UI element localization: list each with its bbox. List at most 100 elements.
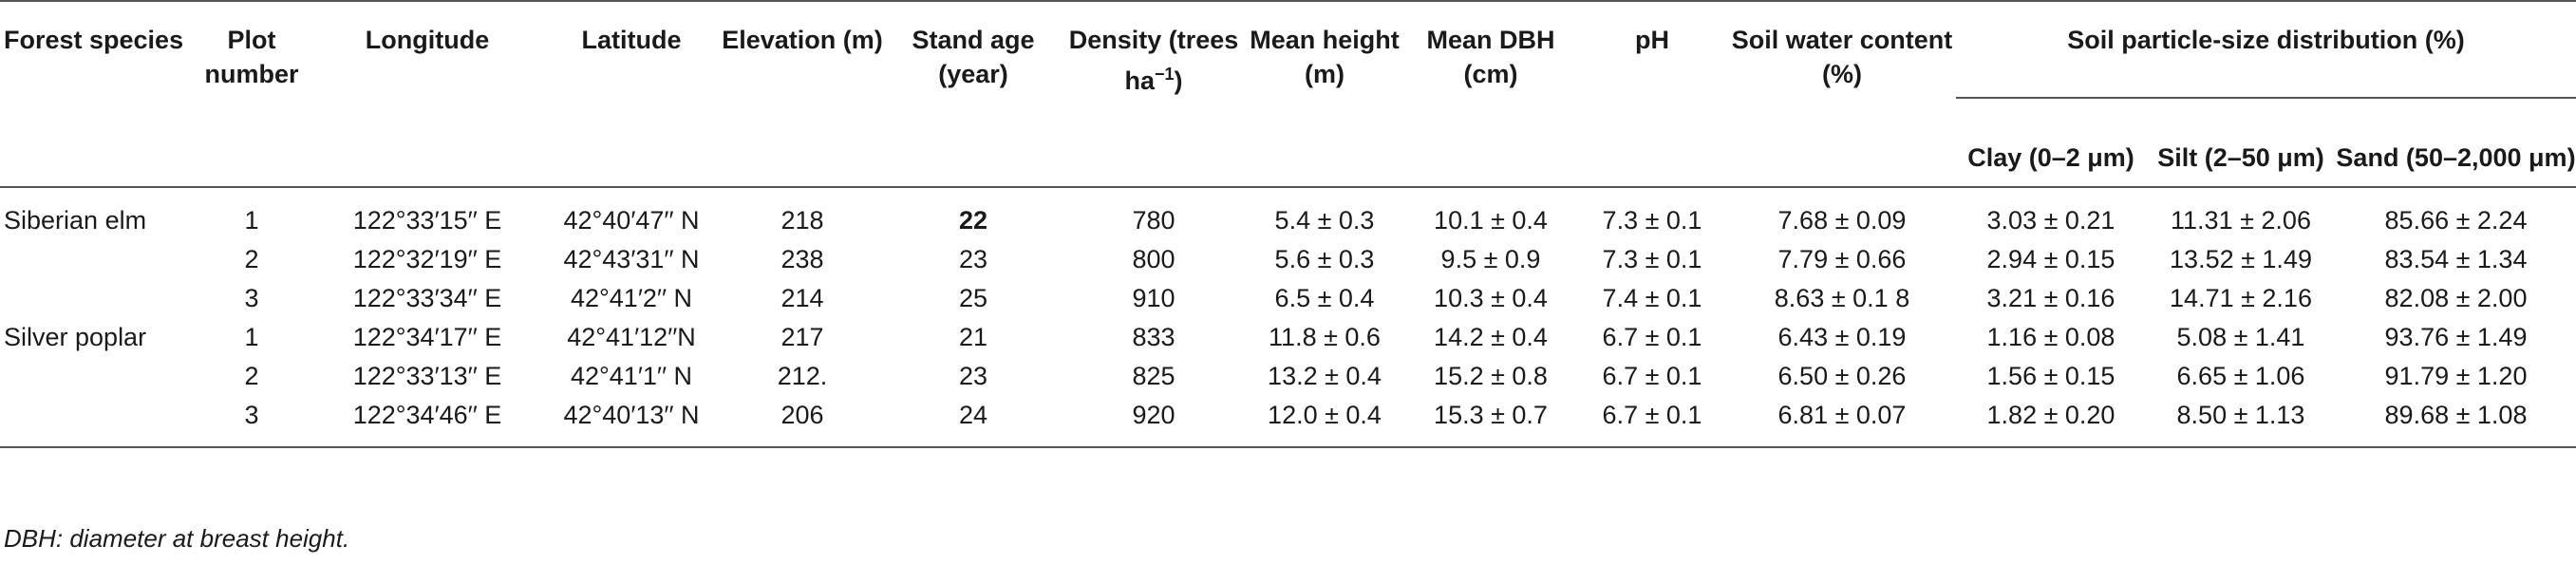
header-forest-species: Forest species (4, 26, 184, 54)
cell-ph: 7.3 ± 0.1 (1602, 245, 1702, 273)
cell-density: 800 (1132, 245, 1175, 273)
cell-density: 920 (1063, 396, 1244, 448)
cell-elevation: 217 (780, 323, 824, 351)
cell-stand-age: 21 (958, 323, 988, 351)
cell-density: 825 (1132, 362, 1175, 390)
cell-elevation: 212. (777, 362, 828, 390)
header-silt: Silt (2–50 μm) (2146, 97, 2336, 186)
cell-mean-dbh: 14.2 ± 0.4 (1434, 323, 1548, 351)
cell-soil-water: 6.81 ± 0.07 (1728, 396, 1956, 448)
cell-ph: 6.7 ± 0.1 (1602, 362, 1702, 390)
cell-latitude: 42°40′47′′ N (563, 206, 700, 235)
cell-stand-age: 25 (958, 284, 988, 312)
header-soil-particle: Soil particle-size distribution (%) (2067, 26, 2465, 54)
cell-stand-age: 22 (958, 206, 988, 235)
cell-plot: 2 (244, 362, 259, 390)
cell-clay: 2.94 ± 0.15 (1986, 245, 2115, 273)
cell-elevation: 238 (780, 245, 824, 273)
forest-plot-table: Forest species Plot number Longitude Lat… (0, 1, 2576, 448)
cell-sand: 91.79 ± 1.20 (2384, 362, 2528, 390)
header-longitude: Longitude (365, 26, 490, 54)
cell-stand-age: 24 (883, 396, 1063, 448)
cell-mean-height: 6.5 ± 0.4 (1274, 284, 1375, 312)
cell-silt: 8.50 ± 1.13 (2146, 396, 2336, 448)
cell-ph: 7.3 ± 0.1 (1602, 206, 1702, 235)
cell-density: 833 (1132, 323, 1175, 351)
header-density: Density (trees ha−1) (1063, 1, 1244, 186)
cell-plot: 2 (244, 245, 259, 273)
cell-species: Siberian elm (4, 206, 147, 235)
cell-elevation: 218 (780, 206, 824, 235)
table-row: 2 122°33′13′′ E 42°41′1′′ N 212. 23 825 13.2 ±… (0, 357, 2576, 396)
header-latitude: Latitude (581, 26, 682, 54)
cell-species (0, 396, 190, 448)
cell-clay: 1.82 ± 0.20 (1956, 396, 2146, 448)
cell-silt: 5.08 ± 1.41 (2176, 323, 2305, 351)
header-sand: Sand (50–2,000 μm) (2336, 97, 2576, 186)
cell-plot: 1 (244, 323, 259, 351)
table-row: Silver poplar 1 122°34′17′′ E 42°41′12′′N 21… (0, 318, 2576, 357)
cell-ph: 7.4 ± 0.1 (1602, 284, 1702, 312)
header-clay: Clay (0–2 μm) (1956, 97, 2146, 186)
cell-ph: 6.7 ± 0.1 (1576, 396, 1728, 448)
header-plot-number: Plot number (204, 26, 299, 88)
cell-sand: 85.66 ± 2.24 (2384, 206, 2528, 235)
cell-silt: 6.65 ± 1.06 (2176, 362, 2305, 390)
header-density-sup: −1 (1154, 65, 1175, 84)
cell-latitude: 42°41′12′′N (567, 323, 696, 351)
table-row: 3 122°33′34′′ E 42°41′2′′ N 214 25 910 6.5 ± 0… (0, 279, 2576, 318)
cell-plot: 3 (190, 396, 313, 448)
cell-soil-water: 7.79 ± 0.66 (1777, 245, 1907, 273)
cell-mean-dbh: 9.5 ± 0.9 (1440, 245, 1541, 273)
cell-latitude: 42°40′13′′ N (541, 396, 722, 448)
cell-stand-age: 23 (958, 362, 988, 390)
cell-species (0, 357, 190, 396)
cell-species: Silver poplar (4, 323, 147, 351)
header-density-text: Density (trees ha (1068, 26, 1239, 95)
cell-clay: 3.03 ± 0.21 (1986, 206, 2115, 235)
cell-density: 780 (1132, 206, 1175, 235)
cell-longitude: 122°34′17′′ E (352, 323, 502, 351)
cell-elevation: 206 (722, 396, 883, 448)
cell-longitude: 122°33′13′′ E (352, 362, 502, 390)
cell-plot: 1 (244, 206, 259, 235)
cell-species (0, 279, 190, 318)
cell-longitude: 122°33′15′′ E (352, 206, 502, 235)
table-row: 3 122°34′46′′ E 42°40′13′′ N 206 24 920 12.0 ±… (0, 396, 2576, 448)
cell-longitude: 122°33′34′′ E (352, 284, 502, 312)
header-ph: pH (1635, 26, 1669, 54)
cell-soil-water: 8.63 ± 0.1 8 (1774, 284, 1910, 312)
table-row: 2 122°32′19′′ E 42°43′31′′ N 238 23 800 5.6 ± … (0, 240, 2576, 279)
cell-soil-water: 6.43 ± 0.19 (1777, 323, 1907, 351)
cell-soil-water: 6.50 ± 0.26 (1777, 362, 1907, 390)
cell-elevation: 214 (780, 284, 824, 312)
cell-clay: 1.56 ± 0.15 (1986, 362, 2115, 390)
cell-density: 910 (1132, 284, 1175, 312)
table-body: Siberian elm 1 122°33′15′′ E 42°40′47′′ N 21… (0, 187, 2576, 448)
cell-mean-dbh: 10.3 ± 0.4 (1434, 284, 1548, 312)
cell-sand: 93.76 ± 1.49 (2384, 323, 2528, 351)
cell-mean-dbh: 10.1 ± 0.4 (1434, 206, 1548, 235)
header-density-close: ) (1174, 66, 1183, 95)
cell-mean-height: 13.2 ± 0.4 (1268, 362, 1382, 390)
cell-species (0, 240, 190, 279)
cell-plot: 3 (244, 284, 259, 312)
table-row: Siberian elm 1 122°33′15′′ E 42°40′47′′ N 21… (0, 187, 2576, 240)
cell-mean-height: 11.8 ± 0.6 (1269, 323, 1381, 351)
cell-longitude: 122°32′19′′ E (352, 245, 502, 273)
cell-mean-height: 12.0 ± 0.4 (1244, 396, 1405, 448)
cell-longitude: 122°34′46′′ E (313, 396, 541, 448)
cell-silt: 14.71 ± 2.16 (2170, 284, 2312, 312)
cell-mean-dbh: 15.2 ± 0.8 (1434, 362, 1548, 390)
cell-latitude: 42°41′1′′ N (570, 362, 693, 390)
cell-soil-water: 7.68 ± 0.09 (1777, 206, 1907, 235)
header-soil-water: Soil water content (%) (1731, 26, 1953, 88)
header-elevation: Elevation (m) (722, 26, 883, 54)
cell-silt: 13.52 ± 1.49 (2170, 245, 2312, 273)
data-table-container: Forest species Plot number Longitude Lat… (0, 1, 2576, 448)
cell-sand: 82.08 ± 2.00 (2384, 284, 2528, 312)
cell-clay: 1.16 ± 0.08 (1986, 323, 2115, 351)
cell-latitude: 42°41′2′′ N (570, 284, 693, 312)
header-mean-height: Mean height (m) (1250, 26, 1400, 88)
cell-clay: 3.21 ± 0.16 (1986, 284, 2115, 312)
